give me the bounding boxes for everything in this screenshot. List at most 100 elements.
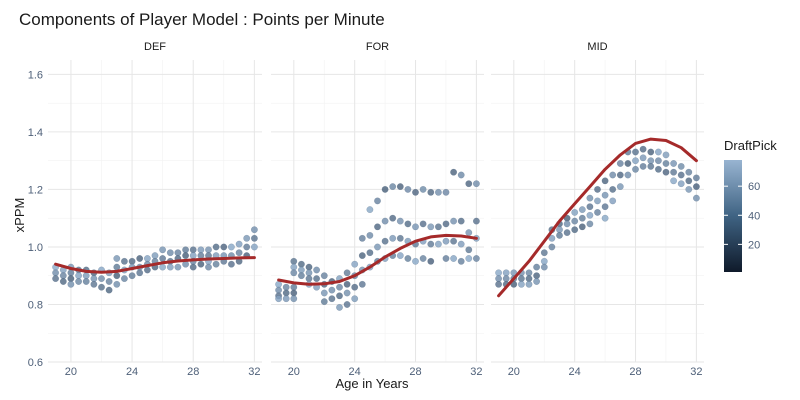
data-point — [189, 252, 197, 260]
x-tick-label: 32 — [690, 366, 702, 378]
data-point — [412, 257, 419, 265]
data-point — [525, 280, 533, 288]
data-point — [465, 246, 473, 254]
legend-tick-label: 20 — [748, 239, 760, 251]
data-point — [647, 162, 655, 170]
data-point — [52, 269, 60, 277]
data-point — [305, 269, 313, 277]
data-point — [358, 252, 366, 260]
data-point — [113, 255, 121, 262]
data-point — [571, 217, 579, 225]
x-tick-label: 32 — [470, 366, 482, 378]
data-point — [136, 269, 144, 277]
data-point — [282, 289, 290, 297]
legend-colorbar — [724, 160, 742, 272]
data-point — [374, 197, 381, 205]
facet-panel-for: FOR 20 24 28 32 — [271, 41, 484, 378]
data-point — [578, 214, 586, 222]
data-point — [594, 208, 601, 216]
facet-panel-mid: MID 20 24 28 32 — [491, 41, 704, 378]
data-point — [404, 220, 412, 228]
data-point — [578, 206, 586, 214]
x-tick-label: 28 — [409, 366, 421, 378]
data-point — [457, 257, 465, 265]
facet-panels: DEF 20 24 28 32 FOR 20 24 28 32 MID 20 24 28 32 0.6 0.8 1… — [28, 41, 704, 378]
data-point — [457, 217, 465, 225]
data-point — [647, 148, 655, 156]
data-point — [419, 255, 427, 262]
data-point — [313, 266, 321, 274]
data-point — [227, 260, 235, 268]
data-point — [495, 275, 503, 283]
data-point — [616, 171, 624, 179]
data-point — [586, 194, 594, 202]
data-point — [450, 168, 458, 176]
data-point — [159, 263, 167, 271]
data-point — [113, 280, 121, 288]
y-tick-label: 1.4 — [28, 127, 43, 139]
data-point — [578, 223, 586, 231]
x-tick-label: 24 — [126, 366, 138, 378]
chart-title: Components of Player Model : Points per … — [19, 10, 385, 29]
data-point — [571, 226, 579, 234]
data-point — [351, 260, 359, 268]
data-point — [692, 194, 700, 202]
data-point — [98, 275, 105, 283]
data-point — [624, 160, 632, 167]
data-point — [472, 180, 480, 188]
data-point — [250, 243, 258, 251]
data-point — [174, 263, 182, 271]
data-point — [113, 272, 121, 280]
data-point — [563, 229, 571, 237]
data-point — [305, 275, 313, 283]
data-point — [685, 168, 693, 176]
data-point — [336, 283, 343, 291]
data-point — [609, 185, 617, 193]
data-point — [52, 275, 60, 283]
data-point — [166, 263, 174, 271]
data-point — [128, 257, 136, 265]
data-point — [166, 249, 174, 257]
data-point — [336, 292, 343, 300]
data-point — [540, 263, 548, 271]
data-point — [685, 185, 693, 193]
data-point — [632, 157, 639, 165]
legend: DraftPick 20 40 60 — [724, 138, 777, 272]
facet-label: MID — [587, 41, 607, 53]
data-point — [427, 223, 435, 231]
data-point — [616, 160, 624, 167]
data-point — [282, 295, 290, 303]
data-point — [90, 275, 98, 283]
data-point — [297, 272, 305, 280]
x-tick-label: 20 — [288, 366, 300, 378]
data-point — [677, 162, 685, 170]
data-point — [297, 266, 305, 274]
data-point — [250, 234, 258, 242]
data-point — [205, 246, 212, 254]
data-point — [351, 283, 359, 291]
data-point — [59, 272, 67, 280]
data-point — [366, 231, 374, 239]
data-point — [143, 266, 151, 274]
data-point — [601, 177, 609, 185]
data-point — [343, 269, 351, 277]
data-point — [67, 269, 75, 277]
data-point — [654, 165, 662, 173]
data-point — [639, 145, 647, 153]
data-point — [389, 183, 397, 191]
data-point — [75, 278, 83, 285]
data-point — [381, 237, 389, 245]
data-point — [151, 252, 159, 260]
data-point — [563, 220, 571, 228]
data-point — [90, 280, 98, 288]
data-point — [442, 255, 450, 262]
data-point — [624, 171, 632, 179]
data-point — [647, 157, 655, 165]
data-point — [442, 237, 450, 245]
data-point — [670, 177, 678, 185]
data-point — [654, 157, 662, 165]
data-point — [639, 154, 647, 162]
data-point — [189, 246, 197, 254]
data-point — [290, 263, 298, 271]
